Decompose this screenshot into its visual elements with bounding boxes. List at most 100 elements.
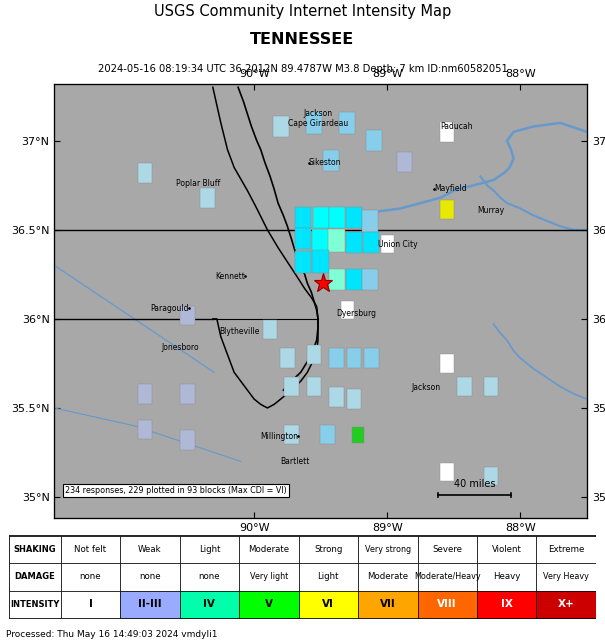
Bar bbox=[280, 348, 295, 368]
Bar bbox=[180, 591, 239, 618]
Text: Weak: Weak bbox=[138, 545, 162, 554]
Text: Processed: Thu May 16 14:49:03 2024 vmdyli1: Processed: Thu May 16 14:49:03 2024 vmdy… bbox=[6, 630, 218, 639]
Bar bbox=[306, 112, 322, 133]
Bar bbox=[180, 430, 195, 450]
Text: Paducah: Paducah bbox=[440, 122, 473, 131]
Bar bbox=[60, 564, 120, 591]
Text: USGS Community Internet Intensity Map: USGS Community Internet Intensity Map bbox=[154, 4, 451, 19]
Bar bbox=[417, 536, 477, 564]
Text: Jonesboro: Jonesboro bbox=[161, 343, 198, 352]
Bar bbox=[440, 122, 454, 142]
Bar bbox=[537, 564, 596, 591]
Text: Sikeston: Sikeston bbox=[309, 158, 341, 167]
Text: I: I bbox=[88, 600, 93, 609]
Bar bbox=[477, 591, 537, 618]
Bar bbox=[284, 425, 299, 444]
Text: V: V bbox=[265, 600, 273, 609]
Bar bbox=[9, 536, 60, 564]
Text: Millington: Millington bbox=[260, 432, 298, 441]
Text: Moderate: Moderate bbox=[367, 573, 408, 582]
Text: VIII: VIII bbox=[437, 600, 457, 609]
Bar bbox=[339, 112, 355, 133]
Bar bbox=[346, 232, 362, 253]
Text: Union City: Union City bbox=[378, 240, 417, 249]
Text: Very Heavy: Very Heavy bbox=[543, 573, 589, 582]
Bar bbox=[307, 377, 321, 397]
Bar bbox=[138, 384, 152, 404]
Text: Violent: Violent bbox=[492, 545, 522, 554]
Bar bbox=[284, 377, 299, 397]
Text: 2024-05-16 08:19:34 UTC 36.2012N 89.4787W M3.8 Depth: 7 km ID:nm60582051: 2024-05-16 08:19:34 UTC 36.2012N 89.4787… bbox=[97, 64, 508, 75]
Text: Blytheville: Blytheville bbox=[219, 327, 260, 336]
Text: Extreme: Extreme bbox=[548, 545, 584, 554]
Bar bbox=[239, 536, 299, 564]
Bar bbox=[312, 251, 329, 274]
Text: INTENSITY: INTENSITY bbox=[10, 600, 59, 609]
Text: Paragould: Paragould bbox=[151, 304, 189, 313]
Bar bbox=[313, 207, 329, 228]
Bar bbox=[299, 536, 358, 564]
Bar bbox=[358, 591, 417, 618]
Bar bbox=[299, 564, 358, 591]
Bar bbox=[358, 536, 417, 564]
Bar bbox=[60, 536, 120, 564]
Text: VII: VII bbox=[380, 600, 396, 609]
Bar bbox=[363, 232, 379, 253]
Text: Very strong: Very strong bbox=[365, 545, 411, 554]
Text: none: none bbox=[80, 573, 101, 582]
Bar bbox=[312, 229, 329, 252]
Bar bbox=[346, 207, 362, 228]
Text: II-III: II-III bbox=[138, 600, 162, 609]
Bar bbox=[239, 591, 299, 618]
Bar bbox=[180, 305, 195, 325]
Text: Not felt: Not felt bbox=[74, 545, 106, 554]
Bar bbox=[295, 251, 312, 272]
Bar bbox=[440, 200, 454, 219]
Bar bbox=[295, 228, 312, 249]
Bar bbox=[352, 427, 364, 442]
Text: SHAKING: SHAKING bbox=[13, 545, 56, 554]
Bar bbox=[323, 149, 339, 171]
Bar bbox=[320, 425, 335, 444]
Bar bbox=[120, 536, 180, 564]
Text: TENNESSEE: TENNESSEE bbox=[250, 32, 355, 47]
Text: VI: VI bbox=[322, 600, 334, 609]
Bar bbox=[341, 301, 354, 319]
Bar bbox=[273, 116, 289, 137]
Text: IX: IX bbox=[501, 600, 512, 609]
Bar bbox=[364, 348, 379, 368]
Text: none: none bbox=[198, 573, 220, 582]
Bar bbox=[180, 536, 239, 564]
Bar bbox=[477, 536, 537, 564]
Bar bbox=[484, 377, 499, 397]
Text: IV: IV bbox=[203, 600, 215, 609]
Bar bbox=[537, 591, 596, 618]
Bar bbox=[299, 591, 358, 618]
Text: 234 responses, 229 plotted in 93 blocks (Max CDI = VI): 234 responses, 229 plotted in 93 blocks … bbox=[65, 486, 287, 495]
Bar bbox=[457, 377, 472, 397]
Bar bbox=[440, 354, 454, 374]
Bar bbox=[138, 419, 152, 439]
Bar bbox=[9, 536, 596, 618]
Bar bbox=[329, 269, 345, 290]
Bar bbox=[362, 269, 378, 290]
Text: Heavy: Heavy bbox=[493, 573, 520, 582]
Bar bbox=[295, 207, 312, 228]
Text: Jackson
Cape Girardeau: Jackson Cape Girardeau bbox=[288, 109, 348, 128]
Text: Jackson: Jackson bbox=[411, 383, 440, 392]
Bar bbox=[180, 384, 195, 404]
Text: Kennett: Kennett bbox=[215, 272, 245, 281]
Bar bbox=[120, 564, 180, 591]
Bar bbox=[440, 463, 454, 481]
Bar bbox=[381, 235, 394, 253]
Text: Murray: Murray bbox=[478, 205, 505, 214]
Bar bbox=[307, 345, 321, 365]
Bar bbox=[9, 591, 60, 618]
Bar bbox=[9, 564, 60, 591]
Bar bbox=[329, 207, 345, 228]
Bar bbox=[366, 130, 382, 151]
Bar bbox=[138, 163, 152, 183]
Bar bbox=[60, 591, 120, 618]
Bar bbox=[328, 229, 345, 252]
Text: Mayfield: Mayfield bbox=[434, 184, 466, 193]
